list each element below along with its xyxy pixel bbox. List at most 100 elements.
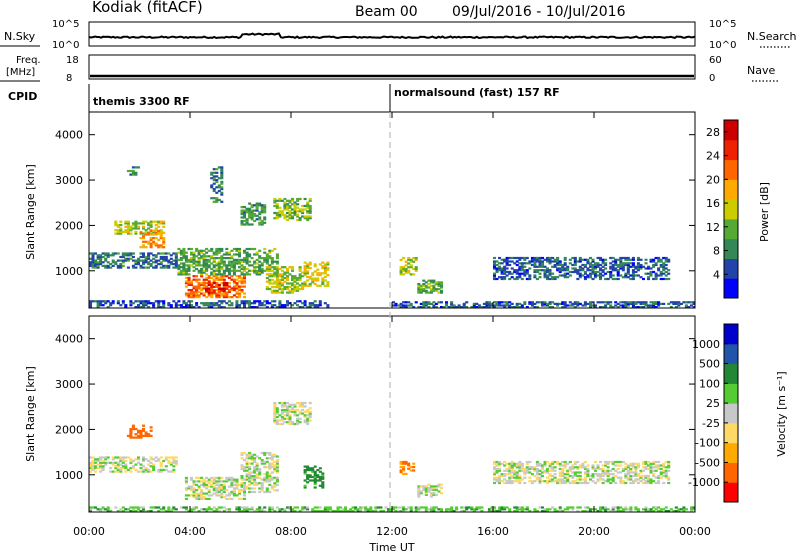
echo-cell [182, 262, 186, 265]
echo-cell [190, 292, 194, 295]
echo-cell [217, 273, 221, 276]
echo-cell [230, 257, 234, 260]
echo-cell [200, 483, 204, 486]
echo-cell [278, 197, 282, 201]
echo-cell [273, 408, 277, 412]
echo-cell [599, 508, 603, 511]
echo-cell [200, 480, 204, 483]
echo-cell [530, 260, 534, 263]
echo-cell [273, 415, 277, 419]
echo-cell [296, 417, 300, 420]
echo-cell [558, 464, 562, 467]
echo-cell [551, 474, 555, 478]
echo-cell [263, 480, 267, 483]
echo-cell [283, 213, 287, 216]
echo-cell [548, 464, 552, 467]
echo-cell [137, 470, 141, 473]
echo-cell [119, 456, 123, 459]
echo-cell [268, 475, 272, 478]
echo-cell [662, 256, 666, 260]
echo-cell [270, 249, 274, 252]
echo-cell [576, 474, 580, 478]
echo-cell [159, 263, 163, 266]
echo-cell [190, 283, 194, 286]
echo-cell [94, 465, 98, 468]
echo-cell [144, 259, 148, 262]
echo-cell [614, 263, 618, 267]
echo-cell [589, 478, 593, 481]
echo-cell [172, 508, 176, 511]
echo-cell [220, 257, 224, 260]
echo-cell [513, 510, 517, 513]
echo-cell [505, 304, 509, 307]
echo-cell [147, 468, 151, 471]
echo-cell [662, 265, 666, 268]
echo-cell [174, 456, 178, 459]
echo-cell [596, 510, 600, 513]
echo-cell [321, 472, 325, 475]
echo-cell [149, 263, 153, 266]
echo-cell [508, 260, 512, 263]
echo-cell [417, 288, 421, 291]
echo-cell [465, 306, 469, 309]
echo-cell [611, 462, 615, 465]
echo-cell [137, 300, 141, 303]
echo-cell [205, 247, 209, 251]
echo-cell [634, 474, 638, 478]
echo-cell [434, 306, 438, 309]
echo-cell [187, 289, 191, 292]
echo-cell [308, 475, 312, 479]
echo-cell [316, 274, 320, 277]
echo-cell [245, 478, 249, 481]
echo-cell [124, 222, 128, 225]
echo-cell [273, 410, 277, 413]
echo-cell [326, 263, 330, 266]
echo-cell [452, 510, 456, 513]
echo-cell [222, 283, 226, 287]
echo-cell [369, 506, 373, 509]
echo-cell [313, 282, 317, 286]
echo-cell [359, 508, 363, 511]
echo-cell [589, 474, 593, 478]
echo-cell [631, 462, 635, 465]
echo-cell [308, 306, 312, 309]
echo-cell [614, 460, 618, 464]
echo-cell [667, 302, 671, 305]
echo-cell [215, 483, 219, 486]
echo-cell [111, 259, 115, 262]
echo-cell [576, 270, 580, 274]
station-title: Kodiak (fitACF) [92, 0, 203, 16]
echo-cell [515, 506, 519, 509]
echo-cell [566, 469, 570, 472]
echo-cell [215, 292, 219, 295]
echo-cell [301, 211, 305, 215]
echo-cell [222, 496, 226, 499]
echo-cell [230, 296, 234, 299]
echo-cell [316, 277, 320, 280]
echo-cell [273, 247, 277, 251]
echo-cell [652, 462, 656, 465]
echo-cell [275, 469, 279, 472]
echo-cell [493, 272, 497, 275]
echo-cell [212, 251, 216, 254]
echo-cell [222, 306, 226, 309]
echo-cell [253, 510, 257, 513]
echo-cell [495, 302, 499, 305]
echo-cell [313, 265, 317, 268]
echo-cell [659, 260, 663, 263]
echo-cell [248, 451, 252, 455]
echo-cell [308, 266, 312, 270]
echo-cell [296, 289, 300, 292]
echo-cell [364, 506, 368, 509]
echo-cell [273, 419, 277, 422]
echo-cell [508, 256, 512, 260]
echo-cell [419, 506, 423, 509]
echo-cell [498, 480, 502, 483]
echo-cell [174, 266, 178, 269]
echo-cell [152, 242, 156, 245]
echo-cell [99, 255, 103, 259]
echo-cell [563, 267, 567, 270]
echo-cell [505, 462, 509, 465]
echo-cell [301, 302, 305, 305]
